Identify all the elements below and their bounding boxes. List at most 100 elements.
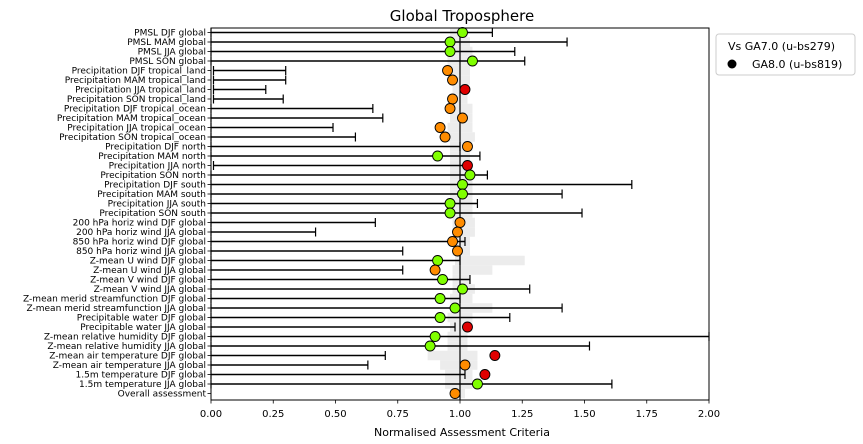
y-tick-label: 1.5m temperature JJA global [79,380,206,390]
y-tick-label: 850 hPa horiz wind JJA global [76,247,206,257]
y-tick-label: Precipitation SON tropical_ocean [59,133,206,143]
legend-entry: GA8.0 (u-bs819) [752,58,842,71]
y-tick-label: 200 hPa horiz wind JJA global [76,228,206,238]
legend: Vs GA7.0 (u-bs279) GA8.0 (u-bs819) [715,33,856,76]
shade-band [450,94,468,104]
x-tick-label: 1.75 [636,409,658,420]
data-point [462,321,473,333]
y-tick-label: PMSL JJA global [138,48,206,58]
y-tick-label: Precipitation MAM south [97,190,206,200]
data-point [444,207,456,219]
y-tick-label: PMSL SON global [129,57,206,67]
x-tick-label: 1.00 [449,409,471,420]
y-tick-label: Z-mean U wind DJF global [90,257,206,267]
data-point [444,198,456,209]
data-point [457,283,468,295]
shade-band [455,255,525,266]
data-point [471,378,483,390]
y-tick-label: Precipitable water DJF global [77,314,206,324]
y-tick-label: Z-mean relative humidity DJF global [44,333,206,343]
x-tick-label: 1.25 [511,409,533,420]
shade-band [452,84,465,95]
data-point [447,93,458,105]
y-tick-label: Precipitation SON north [100,171,206,181]
shade-band [447,132,475,142]
x-tick-label: 0.50 [324,409,346,420]
x-tick-label: 2.00 [698,409,720,420]
y-tick-label: Precipitation MAM tropical_ocean [57,114,206,124]
data-point [459,359,471,371]
data-point [457,188,468,200]
y-tick-label: Precipitation DJF south [104,181,206,191]
data-point [444,36,456,48]
data-point [462,160,473,171]
data-point [429,264,441,276]
point-layer [424,27,501,399]
data-point [449,388,461,399]
y-tick-label: Precipitation JJA north [109,162,206,172]
data-point [424,340,436,352]
chart-title: Global Troposphere [390,7,534,25]
data-point [457,179,468,190]
y-tick-label: Precipitation MAM north [98,152,206,162]
y-tick-label: Precipitation JJA tropical_land [75,86,206,96]
shade-band [450,293,473,304]
y-tick-label: 200 hPa horiz wind DJF global [73,219,206,229]
y-tick-label: Precipitable water JJA global [80,323,206,333]
data-point [429,331,441,342]
y-tick-label: Z-mean V wind DJF global [90,276,206,286]
x-tick-label: 1.50 [573,409,595,420]
data-point [464,169,476,181]
legend-marker [727,59,737,69]
data-point [432,150,444,162]
data-point [439,131,451,143]
data-point [434,122,446,133]
data-point [434,312,446,323]
y-tick-label: Z-mean air temperature DJF global [49,352,206,362]
data-point [434,293,446,304]
data-point [444,46,456,57]
data-point [489,350,501,361]
y-tick-label: Z-mean U wind JJA global [93,266,206,276]
y-tick-label: Precipitation DJF north [105,143,206,153]
data-point [432,255,444,266]
x-tick-label: 0.75 [387,409,409,420]
data-point [444,103,456,114]
legend-title: Vs GA7.0 (u-bs279) [728,40,835,53]
y-tick-label: Precipitation SON south [99,209,206,219]
shade-band [452,227,475,237]
y-tick-label: PMSL DJF global [134,29,206,39]
legend-box [715,33,856,76]
shade-band [452,265,493,275]
data-point [462,141,473,152]
shade-band [427,350,478,361]
y-tick-label: Precipitation JJA tropical_ocean [67,124,206,134]
data-point [442,65,453,76]
data-point [447,236,458,247]
data-point [479,369,491,380]
y-tick-label: Precipitation JJA south [108,200,206,210]
x-axis: 0.00 0.25 0.50 0.75 1.00 1.25 1.50 1.75 2.00 [200,400,720,420]
y-tick-label: Z-mean merid streamfunction JJA global [27,304,207,314]
y-tick-label: Precipitation SON tropical_land [67,95,206,105]
data-point [437,274,449,285]
y-tick-label: Z-mean relative humidity JJA global [47,342,206,352]
data-point [449,302,461,314]
y-tick-label: Z-mean air temperature JJA global [53,361,206,371]
data-point [467,55,478,67]
data-point [457,27,468,38]
shade-band [450,103,473,114]
data-point [457,112,468,124]
data-point [452,226,463,238]
x-axis-label: Normalised Assessment Criteria [374,426,550,439]
shade-band [450,322,473,332]
y-tick-label: Precipitation DJF tropical_land [72,67,206,77]
x-tick-label: 0.00 [200,409,222,420]
x-tick-label: 0.25 [262,409,284,420]
y-tick-label: Z-mean V wind JJA global [94,285,206,295]
data-point [452,245,463,257]
y-tick-label: Precipitation MAM tropical_land [65,76,206,86]
data-point [454,217,466,228]
